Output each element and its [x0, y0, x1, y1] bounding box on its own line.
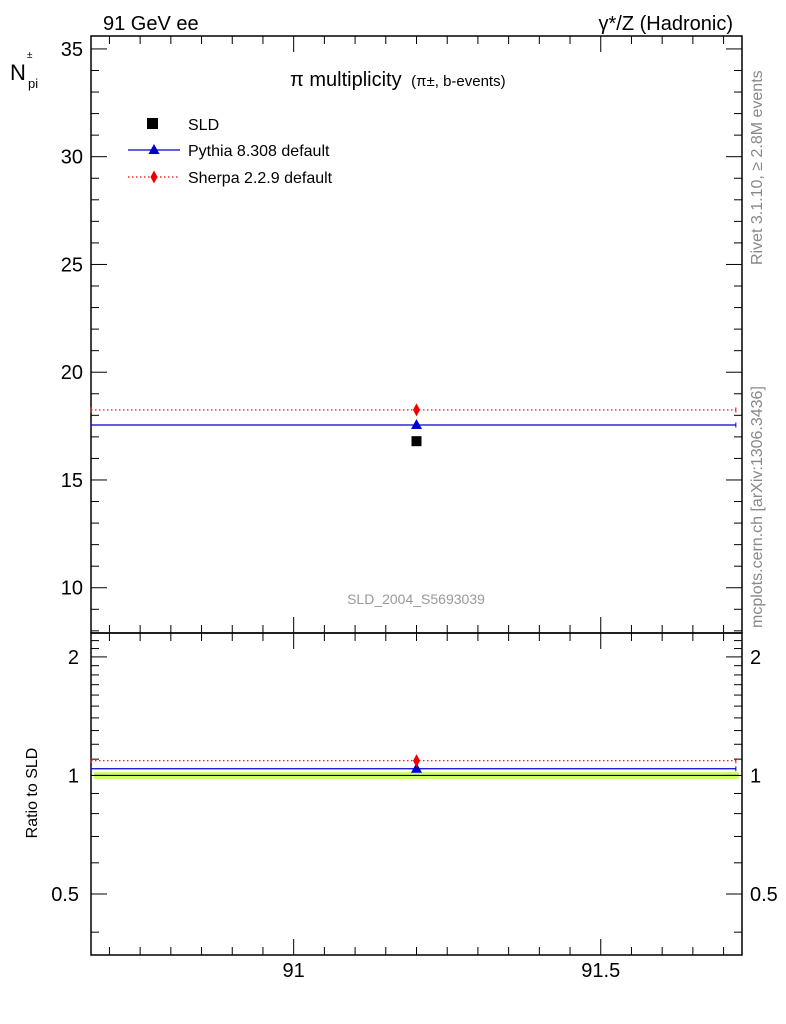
- main-y-axis-label: N pi ±: [10, 50, 38, 91]
- main-y-tick-label: 30: [61, 147, 83, 169]
- main-data-point: [413, 403, 420, 417]
- ratio-y-tick-label: 0.5: [51, 884, 79, 906]
- mcplots-credit-text: mcplots.cern.ch [arXiv:1306.3436]: [749, 386, 766, 628]
- ratio-y-axis-label: Ratio to SLD: [24, 748, 41, 839]
- ratio-y-tick-label-right: 1: [750, 765, 761, 787]
- plot-title: π multiplicity (π±, b-events): [290, 69, 506, 91]
- main-y-tick-label: 20: [61, 362, 83, 384]
- ratio-y-tick-label-right: 0.5: [750, 884, 778, 906]
- main-y-tick-label: 35: [61, 39, 83, 61]
- main-y-tick-label: 15: [61, 470, 83, 492]
- ratio-data-point: [411, 762, 422, 773]
- analysis-id-label: SLD_2004_S5693039: [347, 591, 485, 607]
- ratio-data-point: [413, 754, 420, 768]
- legend: SLD Pythia 8.308 default Sherpa 2.2.9 de…: [128, 117, 333, 187]
- header-right: γ*/Z (Hadronic): [599, 13, 733, 35]
- main-y-tick-label: 10: [61, 578, 83, 600]
- main-data-point: [411, 419, 422, 430]
- ratio-y-tick-label: 1: [68, 765, 79, 787]
- legend-marker-sherpa: [150, 170, 158, 184]
- legend-label-pythia: Pythia 8.308 default: [188, 143, 330, 160]
- rivet-version-text: Rivet 3.1.10, ≥ 2.8M events: [749, 70, 766, 265]
- legend-marker-pythia: [148, 144, 160, 154]
- main-data-point: [411, 436, 422, 447]
- ratio-panel-frame: [90, 632, 743, 956]
- plot-title-main: π multiplicity: [290, 69, 402, 91]
- legend-label-sld: SLD: [188, 117, 219, 134]
- header-left: 91 GeV ee: [103, 13, 199, 35]
- legend-marker-sld: [147, 118, 158, 129]
- ratio-x-tick-label: 91.5: [581, 960, 620, 982]
- plot-title-sub: (π±, b-events): [411, 73, 505, 90]
- ratio-y-tick-label: 2: [68, 647, 79, 669]
- y-label-N: N: [10, 60, 26, 85]
- y-label-sup: ±: [27, 50, 33, 61]
- legend-label-sherpa: Sherpa 2.2.9 default: [188, 170, 333, 187]
- ratio-y-tick-label-right: 2: [750, 647, 761, 669]
- ratio-x-tick-label: 91: [283, 960, 305, 982]
- main-y-tick-label: 25: [61, 254, 83, 276]
- y-label-sub: pi: [28, 76, 38, 91]
